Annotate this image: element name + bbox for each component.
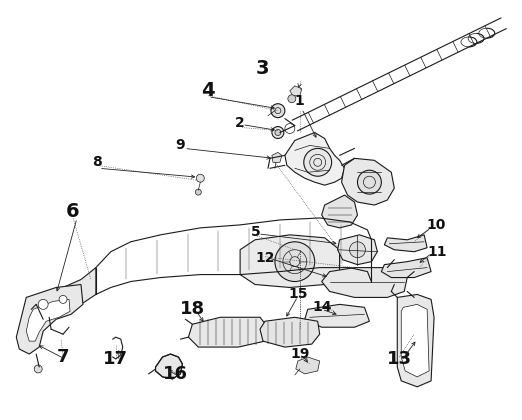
Polygon shape — [384, 235, 427, 252]
Polygon shape — [26, 299, 70, 341]
Circle shape — [275, 129, 281, 136]
Polygon shape — [240, 235, 340, 287]
Polygon shape — [397, 294, 434, 387]
Circle shape — [196, 174, 204, 182]
Text: 14: 14 — [313, 300, 333, 314]
Text: 9: 9 — [175, 139, 185, 152]
Circle shape — [68, 289, 78, 299]
Text: 15: 15 — [288, 287, 307, 302]
Text: 13: 13 — [387, 350, 412, 368]
Text: 4: 4 — [201, 81, 215, 100]
Polygon shape — [341, 158, 394, 205]
Circle shape — [275, 242, 315, 281]
Circle shape — [195, 189, 201, 195]
Circle shape — [288, 95, 296, 103]
Circle shape — [51, 294, 67, 310]
Circle shape — [358, 170, 382, 194]
Polygon shape — [382, 258, 431, 278]
Circle shape — [34, 365, 42, 373]
Circle shape — [350, 242, 365, 258]
Text: 2: 2 — [235, 116, 245, 130]
Text: 10: 10 — [426, 218, 446, 232]
Text: 6: 6 — [66, 202, 80, 221]
Polygon shape — [36, 268, 96, 317]
Polygon shape — [260, 317, 319, 347]
Polygon shape — [296, 357, 319, 374]
Text: 5: 5 — [251, 225, 261, 239]
Circle shape — [271, 104, 285, 118]
Text: 18: 18 — [180, 300, 205, 318]
Polygon shape — [401, 304, 429, 377]
Text: 1: 1 — [295, 94, 305, 108]
Circle shape — [272, 126, 284, 139]
Text: 19: 19 — [290, 347, 310, 361]
Polygon shape — [322, 268, 407, 297]
Text: 8: 8 — [92, 155, 102, 169]
Text: 17: 17 — [103, 350, 128, 368]
Polygon shape — [305, 304, 370, 327]
Polygon shape — [272, 152, 282, 162]
Text: 7: 7 — [57, 348, 69, 366]
Polygon shape — [338, 235, 377, 265]
Text: 12: 12 — [255, 251, 275, 265]
Text: 3: 3 — [255, 60, 269, 79]
Text: 11: 11 — [428, 245, 447, 259]
Circle shape — [38, 299, 48, 310]
Circle shape — [304, 148, 331, 176]
Circle shape — [59, 295, 67, 303]
Polygon shape — [322, 195, 358, 228]
Polygon shape — [16, 284, 83, 354]
Polygon shape — [188, 317, 268, 347]
Polygon shape — [156, 354, 182, 379]
Polygon shape — [290, 86, 302, 96]
Text: 16: 16 — [163, 365, 188, 383]
Polygon shape — [285, 133, 345, 185]
